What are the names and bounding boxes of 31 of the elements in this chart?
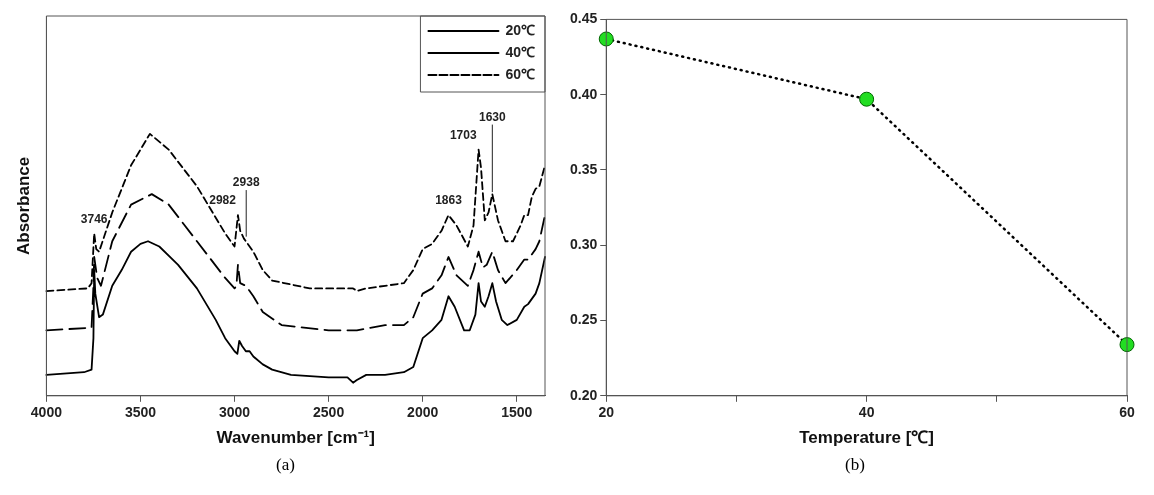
- x-tick-label: 3500: [124, 404, 157, 421]
- text: (a): [275, 455, 296, 475]
- x-tick-label: 2500: [313, 404, 345, 421]
- x-tick-label: 40: [858, 404, 875, 421]
- annotation: 1863: [435, 193, 463, 208]
- legend-label: 60℃: [505, 65, 536, 82]
- annotation: 3746: [80, 211, 108, 226]
- x-tick-label: 60: [1119, 404, 1135, 421]
- x-tick-label: 3000: [218, 404, 251, 421]
- annotation: 2982: [209, 193, 237, 208]
- y-axis-title: Absorbance: [13, 156, 33, 256]
- point: [859, 91, 875, 107]
- y-tick-label: 0.35: [570, 160, 598, 177]
- text: (b): [844, 455, 866, 475]
- y-tick-label: 0.40: [570, 85, 598, 102]
- x-tick-label: 20: [598, 404, 615, 421]
- x-tick-label: 2000: [407, 404, 439, 421]
- x-tick-label: 1500: [501, 404, 533, 421]
- y-tick-label: 0.20: [570, 386, 598, 403]
- legend-label: 20℃: [505, 21, 536, 38]
- y-tick-label: 0.25: [570, 311, 598, 328]
- annotation: 2938: [232, 175, 260, 190]
- annotation: 1630: [478, 109, 506, 124]
- y-tick-label: 0.30: [570, 236, 598, 253]
- annotation: 1703: [449, 127, 477, 142]
- x-axis-title: Temperature [℃]: [799, 428, 935, 448]
- x-tick-label: 4000: [30, 404, 63, 421]
- x-axis-title: Wavenumber [cm⁻¹]: [216, 428, 375, 448]
- point: [598, 31, 614, 47]
- legend-label: 40℃: [505, 43, 536, 60]
- y-tick-label: 0.45: [570, 10, 598, 27]
